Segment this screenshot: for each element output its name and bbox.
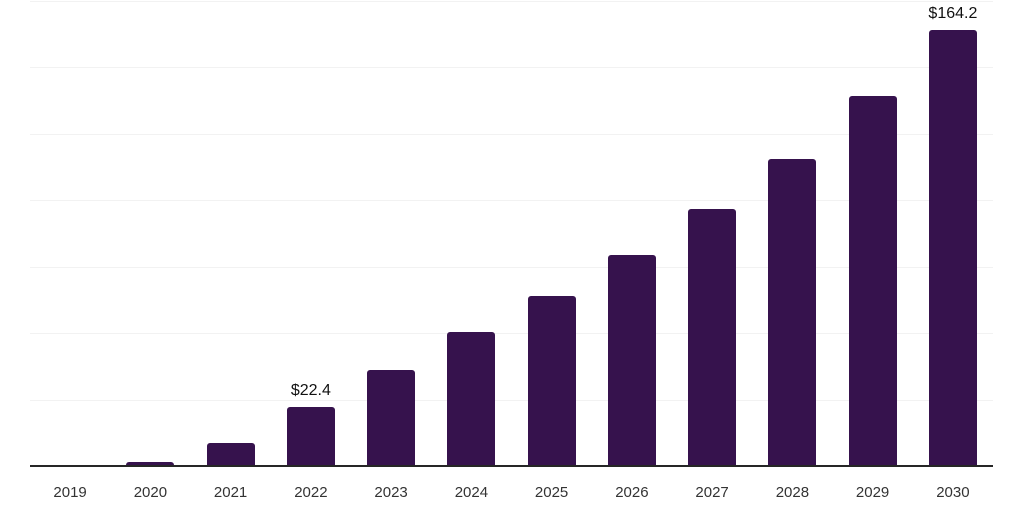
bar-2029 <box>848 95 897 466</box>
bar-2026 <box>607 255 656 466</box>
x-tick-label-2024: 2024 <box>454 484 489 501</box>
bar-2022 <box>286 406 335 466</box>
gridline-175 <box>30 1 993 2</box>
gridline-75 <box>30 266 993 268</box>
gridline-150 <box>30 67 993 69</box>
x-tick-label-2026: 2026 <box>615 484 649 501</box>
x-tick-label-2021: 2021 <box>213 484 248 501</box>
bar-2021 <box>206 443 255 466</box>
bar-value-label-2022: $22.4 <box>290 381 331 399</box>
bar-value-label-2030: $164.2 <box>928 4 978 22</box>
gridline-50 <box>30 333 993 335</box>
bar-2024 <box>447 331 496 466</box>
plot-area: 2019 2020 2021 $22.4 2022 2023 2024 2025 2026 202… <box>30 0 993 512</box>
bar-2023 <box>367 370 416 466</box>
gridline-100 <box>30 200 993 202</box>
x-tick-label-2023: 2023 <box>374 484 408 501</box>
bar-2027 <box>688 209 737 466</box>
bar-2025 <box>527 295 576 466</box>
x-tick-label-2030: 2030 <box>936 484 970 501</box>
x-tick-label-2020: 2020 <box>133 484 168 501</box>
bar-2028 <box>768 158 817 466</box>
x-tick-label-2025: 2025 <box>534 484 569 501</box>
x-axis-line <box>30 465 993 467</box>
x-tick-label-2022: 2022 <box>294 484 328 501</box>
gridline-25 <box>30 399 993 401</box>
x-tick-label-2027: 2027 <box>695 484 729 501</box>
bar-2020 <box>126 461 175 466</box>
x-tick-label-2019: 2019 <box>53 484 87 501</box>
bar-2030 <box>928 29 977 466</box>
x-tick-label-2028: 2028 <box>775 484 810 501</box>
gridline-125 <box>30 133 993 135</box>
x-tick-label-2029: 2029 <box>855 484 890 501</box>
